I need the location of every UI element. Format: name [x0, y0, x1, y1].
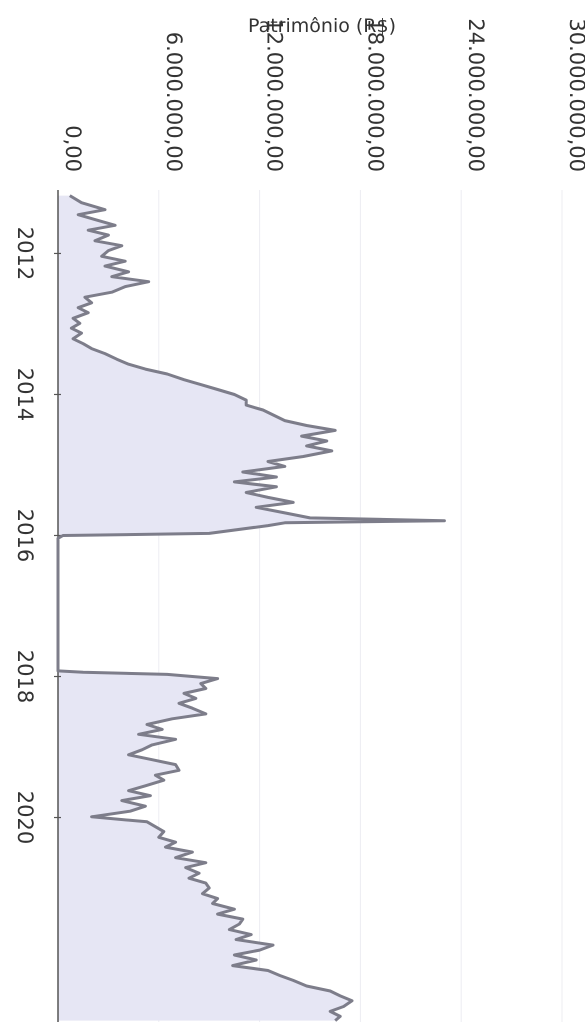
y-tick-label-5: 30.000.000,00 [565, 18, 585, 172]
time-axis-tick-labels: 2012 2014 2016 2018 2020 [13, 227, 37, 845]
y-tick-label-4: 24.000.000,00 [464, 18, 488, 172]
gridlines [158, 190, 563, 1022]
x-tick-label-2016: 2016 [13, 509, 37, 562]
y-tick-label-2: 12.000.000,00 [263, 18, 287, 172]
time-axis-ticks [54, 252, 61, 819]
value-axis-title: Patrimônio (R$) [248, 15, 396, 37]
y-tick-label-0: 0,00 [61, 125, 85, 172]
x-tick-label-2012: 2012 [13, 227, 37, 280]
series-line-1 [56, 194, 446, 1022]
y-tick-label-1: 6.000.000,00 [162, 32, 186, 172]
x-tick-label-2018: 2018 [13, 650, 37, 703]
value-axis-tick-labels: 0,00 6.000.000,00 12.000.000,00 18.000.000,… [61, 18, 585, 172]
area-fill-series-1 [58, 195, 445, 1021]
y-tick-label-3: 18.000.000,00 [363, 18, 387, 172]
x-tick-label-2020: 2020 [13, 791, 37, 844]
x-tick-label-2014: 2014 [13, 368, 37, 421]
